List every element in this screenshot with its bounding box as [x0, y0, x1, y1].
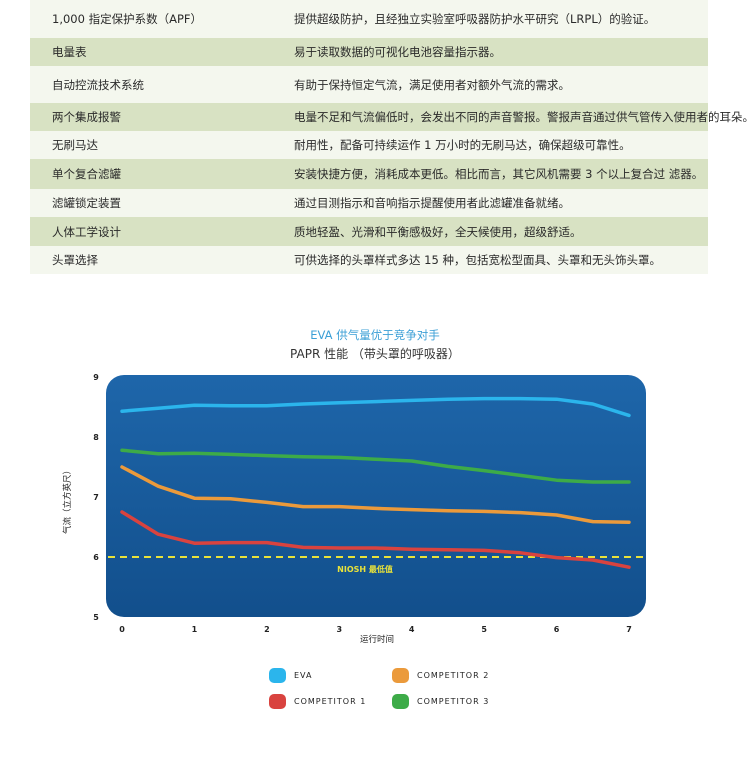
y-tick-label: 9 — [93, 373, 99, 382]
feature-description: 可供选择的头罩样式多达 15 种，包括宽松型面具、头罩和无头饰头罩。 — [294, 253, 661, 267]
feature-description: 电量不足和气流偏低时，会发出不同的声音警报。警报声音通过供气管传入使用者的耳朵。 — [294, 110, 750, 124]
legend-swatch — [269, 668, 286, 683]
feature-name: 自动控流技术系统 — [52, 77, 144, 92]
legend-swatch — [392, 668, 409, 683]
table-row: 头罩选择 可供选择的头罩样式多达 15 种，包括宽松型面具、头罩和无头饰头罩。 — [30, 246, 708, 274]
y-tick-label: 5 — [93, 613, 99, 622]
x-tick-label: 4 — [409, 625, 415, 634]
feature-description: 通过目测指示和音响指示提醒使用者此滤罐准备就绪。 — [294, 196, 570, 210]
legend-label: COMPETITOR 2 — [417, 671, 490, 680]
table-row: 人体工学设计 质地轻盈、光滑和平衡感极好，全天候使用，超级舒适。 — [30, 217, 708, 246]
series-line-competitor-2 — [120, 465, 631, 524]
feature-description: 耐用性，配备可持续运作 1 万小时的无刷马达，确保超级可靠性。 — [294, 138, 631, 152]
x-tick-label: 6 — [554, 625, 560, 634]
feature-description: 易于读取数据的可视化电池容量指示器。 — [294, 45, 501, 59]
x-axis-label: 运行时间 — [360, 634, 394, 645]
y-tick-label: 7 — [93, 493, 99, 502]
y-tick-label: 6 — [93, 553, 99, 562]
legend-item: COMPETITOR 1 — [269, 694, 366, 709]
feature-name: 头罩选择 — [52, 253, 98, 267]
feature-name: 电量表 — [52, 45, 87, 59]
legend-swatch — [269, 694, 286, 709]
feature-description: 安装快捷方便，消耗成本更低。相比而言，其它风机需要 3 个以上复合过 滤器。 — [294, 167, 704, 181]
table-row: 自动控流技术系统 有助于保持恒定气流，满足使用者对额外气流的需求。 — [30, 66, 708, 103]
legend-item: COMPETITOR 3 — [392, 694, 489, 709]
legend-label: COMPETITOR 3 — [417, 697, 490, 706]
table-row: 滤罐锁定装置 通过目测指示和音响指示提醒使用者此滤罐准备就绪。 — [30, 189, 708, 217]
feature-description: 有助于保持恒定气流，满足使用者对额外气流的需求。 — [294, 77, 570, 92]
niosh-minimum-label: NIOSH 最低值 — [337, 564, 393, 574]
feature-description: 质地轻盈、光滑和平衡感极好，全天候使用，超级舒适。 — [294, 224, 582, 239]
table-row: 1,000 指定保护系数（APF） 提供超级防护，且经独立实验室呼吸器防护水平研究… — [30, 0, 708, 38]
series-line-competitor-1 — [120, 510, 631, 569]
chart-subtitle: PAPR 性能 （带头罩的呼吸器） — [290, 347, 460, 361]
x-tick-label: 3 — [336, 625, 342, 634]
x-tick-label: 5 — [481, 625, 487, 634]
legend-item: COMPETITOR 2 — [392, 668, 489, 683]
x-tick-label: 0 — [119, 625, 125, 634]
x-tick-label: 2 — [264, 625, 270, 634]
feature-description: 提供超级防护，且经独立实验室呼吸器防护水平研究（LRPL）的验证。 — [294, 12, 656, 26]
legend-label: EVA — [294, 671, 313, 680]
table-row: 两个集成报警 电量不足和气流偏低时，会发出不同的声音警报。警报声音通过供气管传入使… — [30, 103, 750, 131]
y-axis-label: 气流（立方英尺） — [62, 466, 73, 534]
legend-item: EVA — [269, 668, 313, 683]
feature-name: 两个集成报警 — [52, 110, 121, 124]
chart-title: EVA 供气量优于竞争对手 — [310, 328, 440, 342]
table-row: 单个复合滤罐 安装快捷方便，消耗成本更低。相比而言，其它风机需要 3 个以上复合过… — [30, 159, 708, 189]
series-line-eva — [120, 396, 631, 418]
x-tick-label: 7 — [626, 625, 632, 634]
legend-label: COMPETITOR 1 — [294, 697, 367, 706]
feature-name: 1,000 指定保护系数（APF） — [52, 12, 202, 26]
feature-name: 单个复合滤罐 — [52, 167, 121, 181]
series-line-competitor-3 — [120, 448, 631, 484]
feature-name: 滤罐锁定装置 — [52, 196, 121, 210]
feature-name: 无刷马达 — [52, 138, 98, 152]
feature-table: 1,000 指定保护系数（APF） 提供超级防护，且经独立实验室呼吸器防护水平研究… — [30, 0, 750, 274]
legend-swatch — [392, 694, 409, 709]
table-row: 无刷马达 耐用性，配备可持续运作 1 万小时的无刷马达，确保超级可靠性。 — [30, 131, 708, 159]
x-tick-label: 1 — [192, 625, 198, 634]
y-tick-label: 8 — [93, 433, 99, 442]
table-row: 电量表 易于读取数据的可视化电池容量指示器。 — [30, 38, 708, 66]
feature-name: 人体工学设计 — [52, 224, 121, 239]
